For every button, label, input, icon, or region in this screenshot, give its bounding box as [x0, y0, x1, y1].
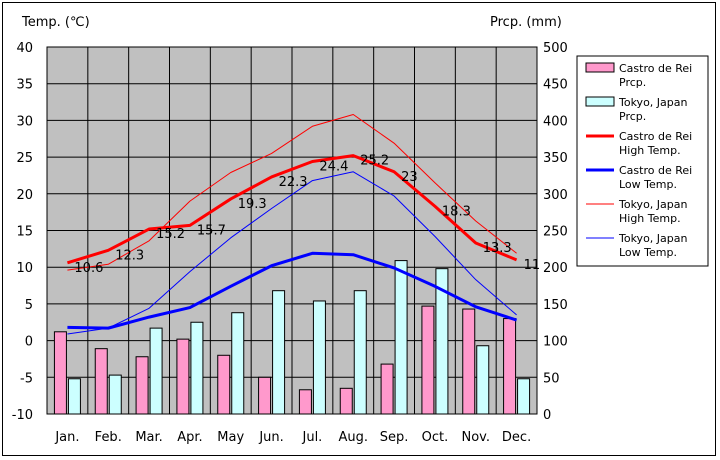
legend-label: Castro de Rei: [619, 130, 692, 143]
x-tick-label: Jun.: [258, 430, 283, 445]
y-right-tick-label: 400: [543, 114, 568, 129]
x-tick-label: Nov.: [462, 430, 491, 445]
bar-castro-prcp: [503, 318, 517, 415]
bar-tokyo-prcp: [272, 290, 286, 415]
data-label-castro-high: 10.6: [74, 261, 103, 276]
legend-label: High Temp.: [619, 212, 681, 225]
legend-label: Low Temp.: [619, 246, 677, 259]
data-label-castro-high: 18.3: [442, 204, 471, 219]
x-tick-label: May: [217, 430, 244, 445]
legend-swatch: [585, 96, 615, 107]
legend-swatch: [585, 62, 615, 73]
y-right-tick-label: 300: [543, 188, 568, 203]
y-left-tick-label: 20: [16, 188, 33, 203]
bar-castro-prcp: [94, 348, 108, 415]
y-right-axis-title: Prcp. (mm): [490, 15, 562, 30]
bar-tokyo-prcp: [190, 321, 204, 415]
x-tick-label: Mar.: [135, 430, 162, 445]
bar-castro-prcp: [176, 338, 190, 415]
y-right-tick-label: 0: [543, 408, 551, 423]
data-label-castro-high: 19.3: [238, 197, 267, 212]
legend-label: Tokyo, Japan: [618, 96, 687, 109]
y-left-tick-label: 15: [16, 225, 33, 240]
legend-label: Tokyo, Japan: [618, 198, 687, 211]
bar-castro-prcp: [380, 363, 394, 415]
y-right-tick-label: 50: [543, 371, 560, 386]
bar-castro-prcp: [421, 305, 435, 415]
bar-tokyo-prcp: [108, 374, 122, 415]
bar-castro-prcp: [258, 376, 272, 415]
y-left-tick-label: -5: [20, 371, 33, 386]
bar-tokyo-prcp: [517, 378, 531, 415]
y-left-tick-label: 5: [25, 298, 33, 313]
y-right-tick-label: 150: [543, 298, 568, 313]
bar-castro-prcp: [339, 387, 353, 415]
x-tick-label: Dec.: [502, 430, 531, 445]
bar-castro-prcp: [298, 389, 312, 415]
x-tick-label: Sep.: [380, 430, 409, 445]
y-left-tick-label: 0: [25, 335, 33, 350]
tokyo-low-line: [67, 171, 517, 335]
y-right-tick-label: 100: [543, 335, 568, 350]
bar-castro-prcp: [217, 354, 231, 415]
data-label-castro-high: 23: [401, 170, 418, 185]
bar-tokyo-prcp: [353, 290, 367, 415]
y-right-tick-label: 350: [543, 151, 568, 166]
legend-label: Prcp.: [619, 110, 646, 123]
bar-castro-prcp: [53, 331, 67, 415]
bar-tokyo-prcp: [476, 345, 490, 415]
data-label-castro-high: 24.4: [319, 160, 348, 175]
bar-tokyo-prcp: [312, 300, 326, 415]
y-right-tick-label: 250: [543, 225, 568, 240]
bar-tokyo-prcp: [149, 327, 163, 415]
x-tick-label: Jul.: [302, 430, 323, 445]
x-tick-label: Apr.: [177, 430, 202, 445]
data-label-castro-high: 15.2: [156, 227, 185, 242]
y-left-tick-label: 25: [16, 151, 33, 166]
y-left-tick-label: 30: [16, 114, 33, 129]
castro-high-line: [66, 154, 518, 265]
y-right-tick-label: 450: [543, 78, 568, 93]
castro-low-line: [67, 251, 518, 330]
data-label-castro-high: 22.3: [279, 175, 308, 190]
y-left-tick-label: -10: [12, 408, 33, 423]
legend-label: Prcp.: [619, 76, 646, 89]
y-left-axis-title: Temp. (℃): [21, 15, 90, 30]
y-right-tick-label: 200: [543, 261, 568, 276]
data-label-castro-high: 12.3: [115, 248, 144, 263]
bar-castro-prcp: [135, 356, 149, 415]
tokyo-high-line: [67, 114, 517, 271]
bar-tokyo-prcp: [394, 260, 408, 415]
bar-tokyo-prcp: [67, 378, 81, 415]
x-tick-label: Feb.: [95, 430, 122, 445]
plot-border: [46, 46, 538, 415]
y-right-tick-label: 500: [543, 41, 568, 56]
data-label-castro-high: 25.2: [360, 154, 389, 169]
y-left-tick-label: 40: [16, 41, 33, 56]
legend-label: High Temp.: [619, 144, 681, 157]
x-tick-label: Oct.: [422, 430, 449, 445]
legend-label: Tokyo, Japan: [618, 232, 687, 245]
y-left-tick-label: 35: [16, 78, 33, 93]
x-tick-label: Aug.: [338, 430, 368, 445]
x-tick-label: Jan.: [54, 430, 79, 445]
legend-box: [576, 55, 709, 267]
data-label-castro-high: 13.3: [483, 241, 512, 256]
y-left-tick-label: 10: [16, 261, 33, 276]
bar-castro-prcp: [462, 308, 476, 415]
data-label-castro-high: 11: [524, 258, 541, 273]
data-label-castro-high: 15.7: [197, 223, 226, 238]
bar-tokyo-prcp: [231, 312, 245, 415]
legend-label: Castro de Rei: [619, 164, 692, 177]
legend-label: Low Temp.: [619, 178, 677, 191]
legend-label: Castro de Rei: [619, 62, 692, 75]
